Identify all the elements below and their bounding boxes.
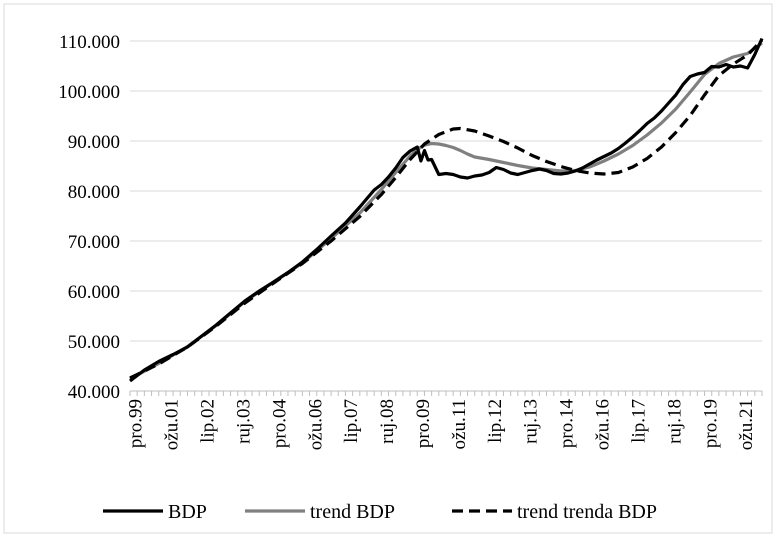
chart-border (3, 3, 773, 534)
legend-label: trend trenda BDP (517, 501, 657, 523)
x-tick-label: pro.09 (413, 399, 434, 448)
y-tick-label: 50.000 (68, 332, 120, 353)
x-tick-label: ožu.11 (449, 399, 470, 449)
x-tick-label: ruj.03 (233, 399, 254, 444)
y-tick-label: 110.000 (59, 32, 120, 53)
y-axis-ticks: 40.000 50.000 60.000 70.000 80.000 90.000 100.… (58, 32, 120, 403)
x-tick-label: lip.12 (485, 399, 506, 443)
x-tick-label: ožu.16 (593, 399, 614, 450)
y-tick-label: 90.000 (68, 132, 120, 153)
x-tick-label: pro.14 (557, 399, 578, 449)
y-tick-label: 60.000 (68, 282, 120, 303)
y-tick-label: 80.000 (68, 182, 120, 203)
x-tick-label: lip.17 (628, 399, 649, 443)
y-tick-label: 40.000 (68, 382, 120, 403)
x-tick-label: lip.02 (198, 399, 219, 443)
x-tick-label: lip.07 (341, 399, 362, 443)
legend: BDP trend BDP trend trenda BDP (103, 501, 657, 523)
x-tick-label: pro.04 (269, 399, 290, 449)
x-tick-label: ožu.06 (305, 399, 326, 450)
x-tick-label: ožu.21 (736, 399, 757, 450)
x-tick-label: ožu.01 (162, 399, 183, 450)
gridlines (130, 40, 762, 342)
series-lines (129, 37, 764, 383)
y-tick-label: 70.000 (68, 232, 120, 253)
x-tick-label: ruj.18 (664, 399, 685, 444)
x-tick-label: pro.19 (700, 399, 721, 448)
x-tick-label: pro.99 (126, 399, 147, 448)
legend-label: BDP (168, 501, 207, 523)
series-line-bdp (129, 37, 764, 383)
x-tick-label: ruj.08 (377, 399, 398, 444)
legend-label: trend BDP (310, 501, 395, 523)
x-tick-label: ruj.13 (521, 399, 542, 444)
y-tick-label: 100.000 (58, 82, 120, 103)
x-axis: pro.99 ožu.01 lip.02 ruj.03 pro.04 ožu.06 lip.… (126, 390, 763, 450)
